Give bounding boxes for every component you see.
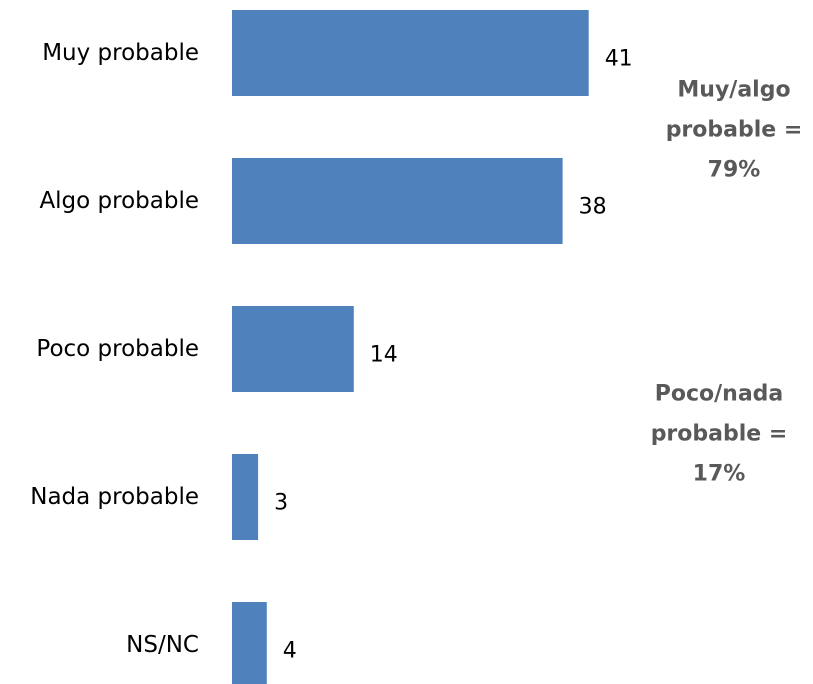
bar-0	[232, 10, 589, 96]
category-label-3: Nada probable	[30, 484, 199, 510]
category-label-2: Poco probable	[36, 336, 199, 362]
annotation-1-line-1: probable =	[651, 422, 788, 447]
annotation-1-line-2: 17%	[693, 462, 746, 487]
category-label-4: NS/NC	[126, 632, 199, 658]
data-label-2: 14	[370, 343, 398, 368]
bar-4	[232, 602, 267, 684]
annotation-0-line-2: 79%	[708, 158, 761, 183]
bar-1	[232, 158, 563, 244]
data-label-1: 38	[579, 195, 607, 220]
annotation-0-line-1: probable =	[666, 118, 803, 143]
category-label-1: Algo probable	[39, 188, 199, 214]
annotation-1-line-0: Poco/nada	[655, 382, 784, 407]
data-label-4: 4	[283, 639, 297, 664]
bar-2	[232, 306, 354, 392]
data-label-3: 3	[274, 491, 288, 516]
bar-3	[232, 454, 259, 540]
annotation-0-line-0: Muy/algo	[677, 78, 790, 103]
data-label-0: 41	[605, 47, 633, 72]
category-label-0: Muy probable	[42, 40, 199, 66]
